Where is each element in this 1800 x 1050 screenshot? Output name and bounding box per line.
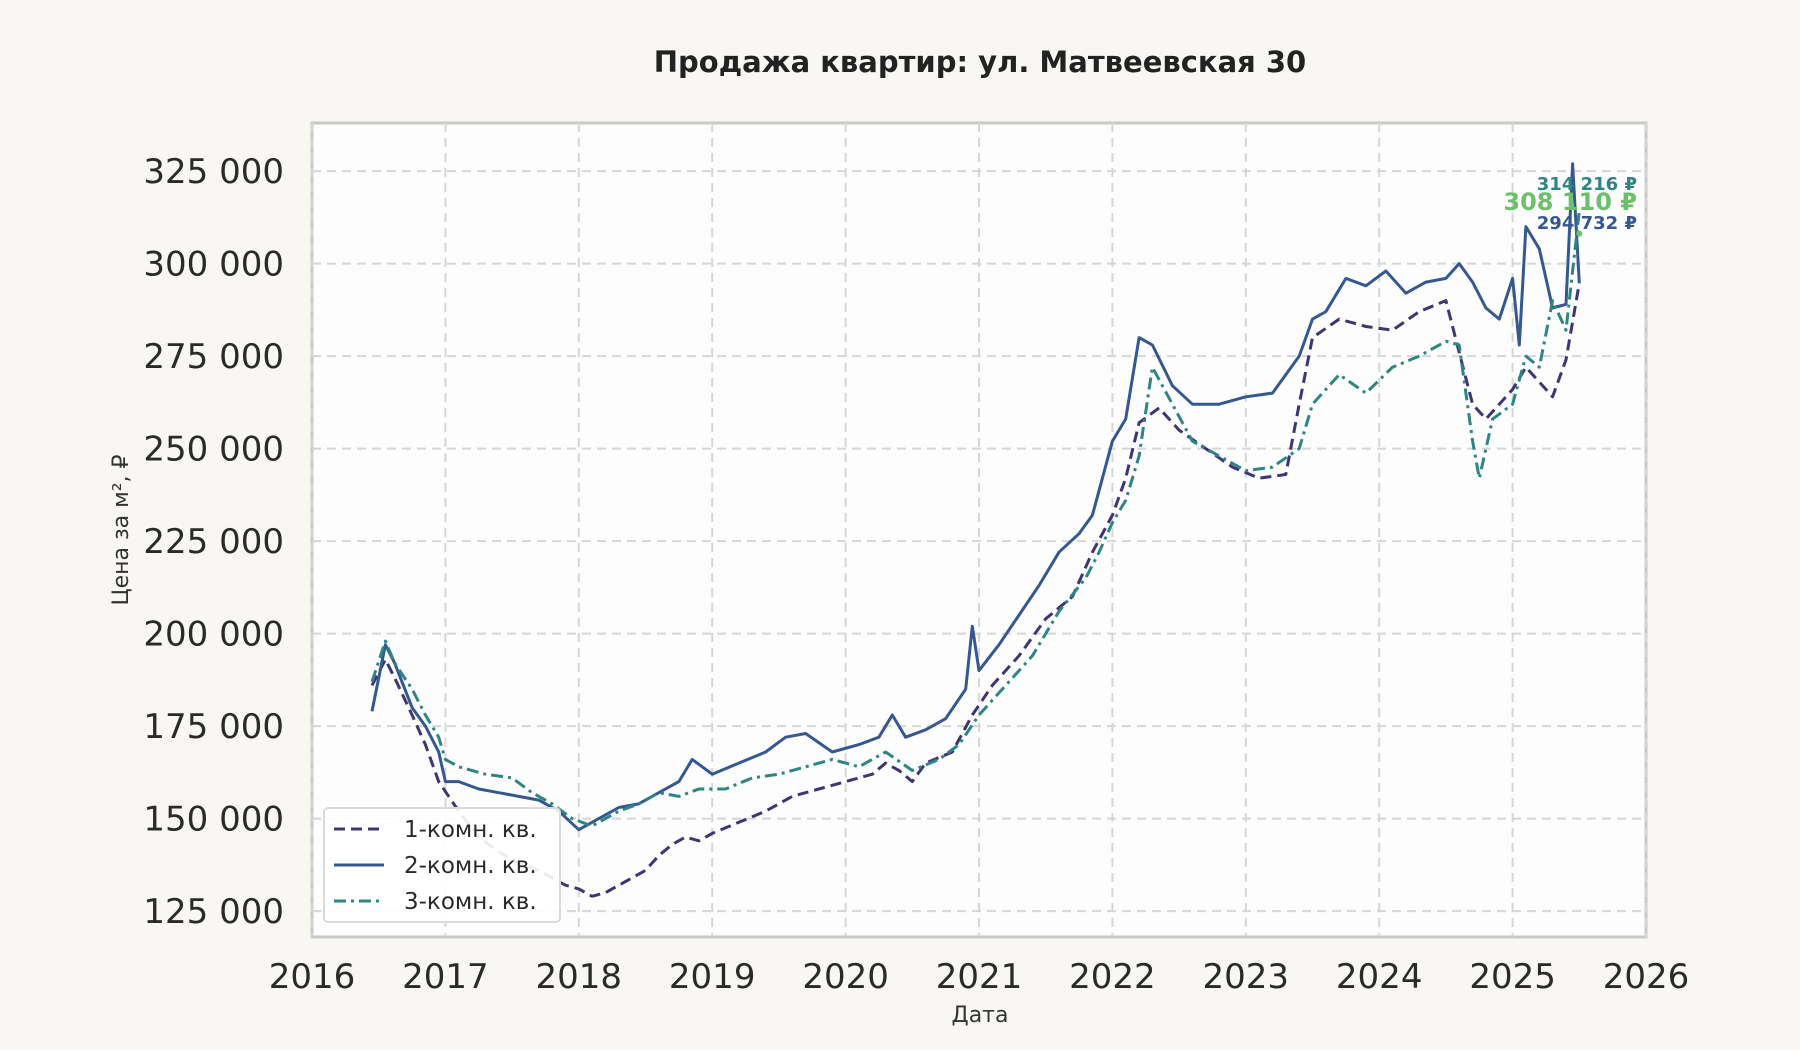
x-tick-label: 2017 [402, 957, 489, 997]
end-value-label: 294 732 ₽ [1537, 213, 1637, 234]
x-tick-label: 2020 [802, 957, 889, 997]
y-axis-label: Цена за м², ₽ [109, 454, 134, 605]
x-tick-label: 2018 [536, 957, 623, 997]
x-axis-ticks: 2016 2017 2018 2019 2020 2021 2022 2023 2024 2025… [269, 957, 1690, 997]
end-value-label: 308 110 ₽ [1503, 188, 1637, 216]
x-tick-label: 2016 [269, 957, 356, 997]
x-tick-label: 2025 [1469, 957, 1556, 997]
y-tick-label: 325 000 [143, 152, 284, 192]
y-tick-label: 200 000 [143, 615, 284, 655]
y-tick-label: 300 000 [143, 245, 284, 285]
x-tick-label: 2026 [1603, 957, 1690, 997]
x-tick-label: 2021 [936, 957, 1023, 997]
y-tick-label: 125 000 [143, 892, 284, 932]
y-tick-label: 275 000 [143, 337, 284, 377]
x-tick-label: 2019 [669, 957, 756, 997]
y-tick-label: 250 000 [143, 430, 284, 470]
x-tick-label: 2023 [1203, 957, 1290, 997]
x-axis-label: Дата [952, 1003, 1009, 1028]
grid-lines [311, 123, 1647, 937]
x-tick-label: 2024 [1336, 957, 1423, 997]
y-tick-label: 175 000 [143, 707, 284, 747]
end-value-label: 314 216 ₽ [1537, 174, 1637, 195]
y-tick-label: 225 000 [143, 522, 284, 562]
series-end-point [1576, 230, 1583, 237]
x-tick-label: 2022 [1069, 957, 1156, 997]
end-labels: 314 216 ₽308 110 ₽294 732 ₽ [1503, 174, 1637, 234]
legend-box [323, 807, 561, 923]
legend-label: 1-комн. кв. [404, 817, 537, 843]
y-axis-ticks: 125 000 150 000 175 000 200 000 225 000 250 0… [143, 152, 284, 932]
series-line-3room [370, 210, 1581, 828]
legend-label: 3-комн. кв. [404, 889, 537, 915]
chart-title: Продажа квартир: ул. Матвеевская 30 [654, 45, 1306, 79]
legend-label: 2-комн. кв. [404, 853, 537, 879]
legend: 1-комн. кв. 2-комн. кв. 3-комн. кв. [323, 807, 561, 923]
y-tick-label: 150 000 [143, 800, 284, 840]
